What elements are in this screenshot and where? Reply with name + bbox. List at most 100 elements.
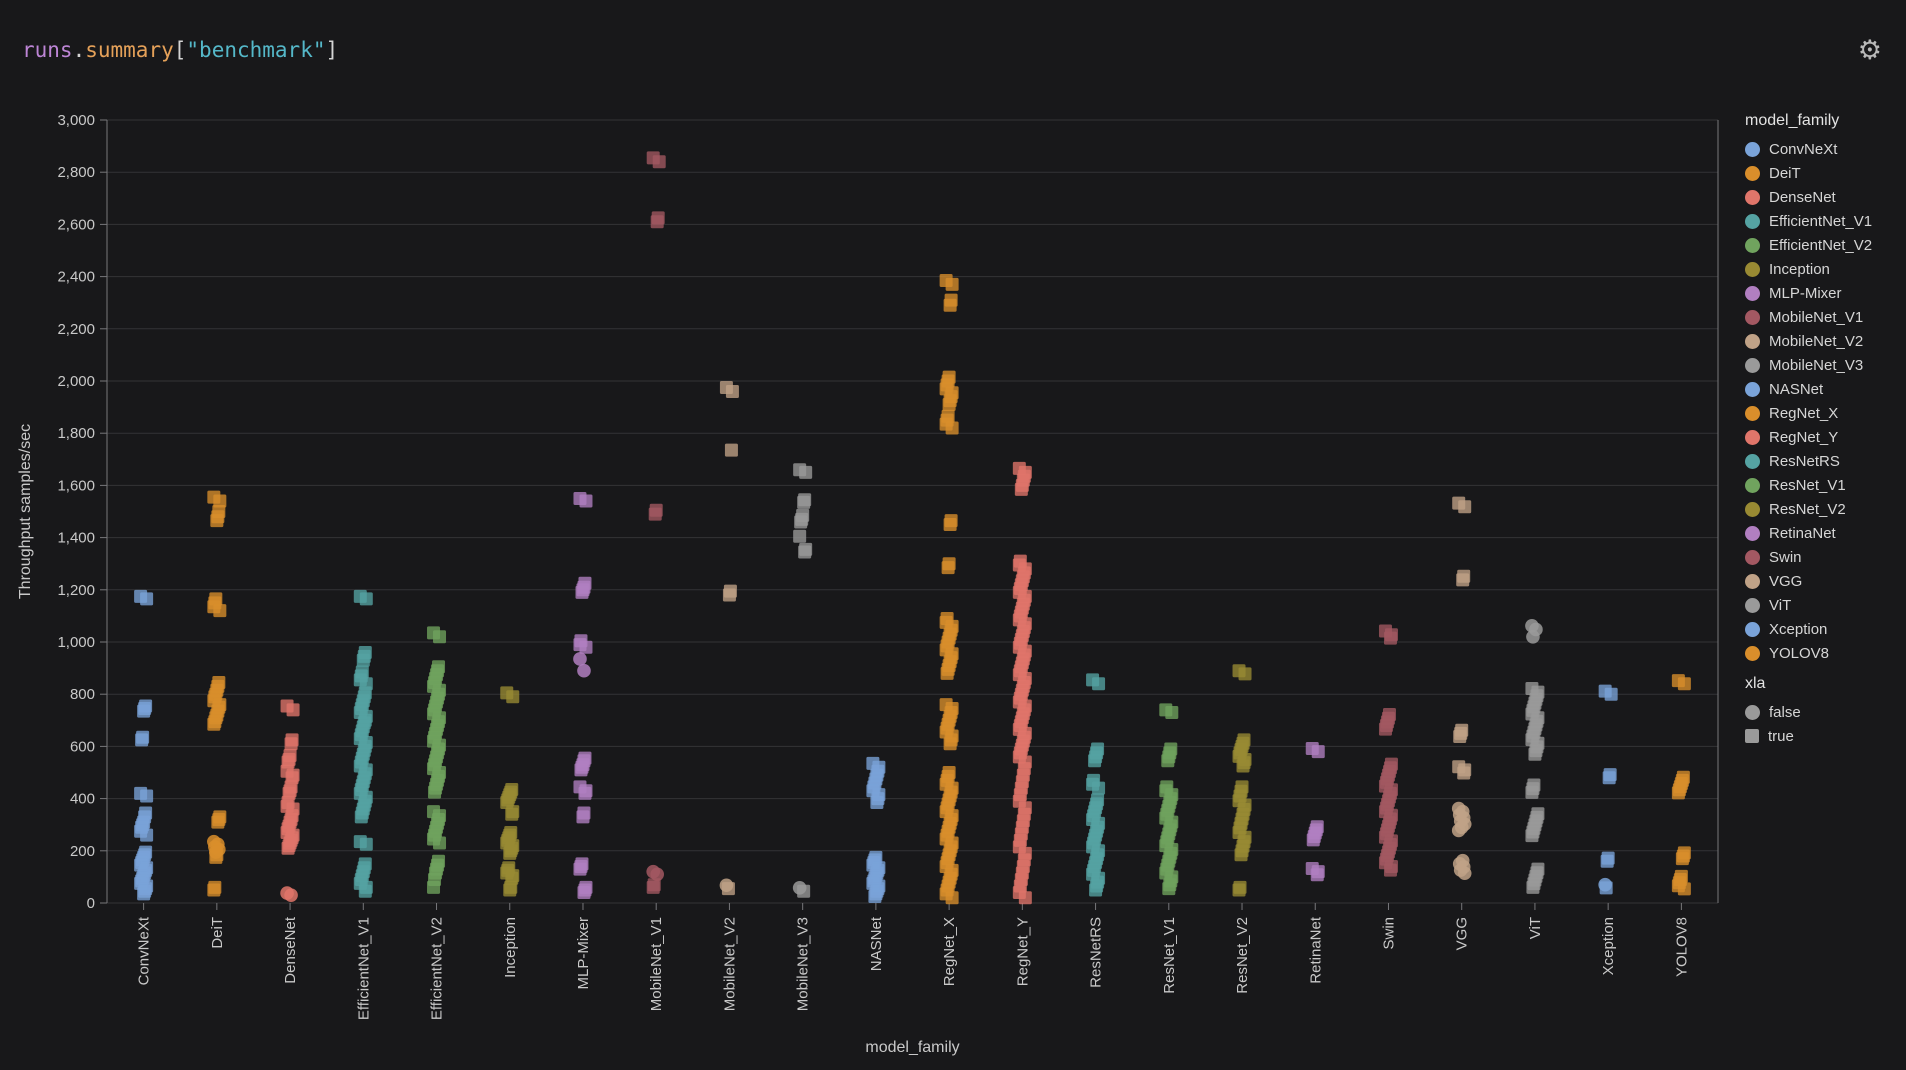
series-ResNet_V2[interactable] (1232, 664, 1252, 897)
legend-label: MobileNet_V1 (1769, 308, 1864, 326)
x-tick-label: MobileNet_V1 (648, 917, 665, 1011)
series-MobileNet_V3[interactable] (792, 463, 813, 898)
legend-item-ResNet_V1[interactable]: ResNet_V1 (1745, 473, 1905, 497)
legend-swatch-icon (1745, 573, 1760, 589)
data-point-square (798, 545, 812, 559)
legend-item-DeiT[interactable]: DeiT (1745, 161, 1905, 185)
panel-settings-button[interactable]: ⚙ (1852, 35, 1888, 66)
data-point-circle (577, 663, 591, 678)
legend-item-NASNet[interactable]: NASNet (1745, 377, 1905, 401)
legend-item-ResNetRS[interactable]: ResNetRS (1745, 449, 1905, 473)
series-ResNetRS[interactable] (1086, 673, 1106, 897)
data-point-square (1383, 863, 1397, 877)
x-tick-label: ConvNeXt (136, 916, 153, 985)
series-ResNet_V1[interactable] (1159, 703, 1179, 896)
panel-header: runs.summary["benchmark"] ⚙ (22, 30, 1888, 70)
legend-label: Swin (1769, 548, 1802, 566)
series-ConvNeXt[interactable] (134, 589, 154, 901)
legend-item-RetinaNet[interactable]: RetinaNet (1745, 521, 1905, 545)
x-tick-label: Xception (1600, 917, 1617, 975)
legend-swatch-icon (1745, 429, 1760, 445)
legend-item-YOLOV8[interactable]: YOLOV8 (1745, 641, 1905, 665)
data-point-square (210, 514, 224, 528)
series-MLP-Mixer[interactable] (573, 491, 593, 900)
legend-swatch-icon (1745, 189, 1760, 205)
data-point-circle (1598, 877, 1612, 892)
legend-item-xla-true[interactable]: true (1745, 724, 1905, 748)
data-point-square (137, 887, 151, 901)
series-DeiT[interactable] (207, 490, 227, 897)
series-RetinaNet[interactable] (1305, 741, 1325, 882)
legend-item-VGG[interactable]: VGG (1745, 569, 1905, 593)
series-YOLOV8[interactable] (1671, 674, 1691, 896)
legend-swatch-icon (1745, 549, 1760, 565)
legend-header-xla: xla (1745, 675, 1766, 692)
legend-swatch-icon (1745, 213, 1760, 229)
legend-item-Swin[interactable]: Swin (1745, 545, 1905, 569)
title-token: runs (22, 38, 73, 62)
data-point-circle (284, 888, 298, 902)
legend-item-MobileNet_V3[interactable]: MobileNet_V3 (1745, 353, 1905, 377)
data-point-square (505, 807, 519, 821)
legend-label: ResNetRS (1769, 452, 1840, 470)
data-point-square (576, 810, 590, 824)
data-point-square (503, 883, 517, 897)
legend-item-MLP-Mixer[interactable]: MLP-Mixer (1745, 281, 1905, 305)
legend-item-xla-false[interactable]: false (1745, 700, 1905, 724)
series-RegNet_X[interactable] (939, 274, 959, 905)
series-MobileNet_V1[interactable] (646, 151, 666, 894)
series-NASNet[interactable] (866, 756, 886, 903)
data-point-square (286, 703, 300, 717)
data-point-square (140, 592, 154, 606)
series-VGG[interactable] (1451, 496, 1472, 881)
data-point-square (503, 846, 517, 860)
legend-item-MobileNet_V2[interactable]: MobileNet_V2 (1745, 329, 1905, 353)
series-RegNet_Y[interactable] (1012, 461, 1032, 905)
legend-item-EfficientNet_V1[interactable]: EfficientNet_V1 (1745, 209, 1905, 233)
legend-swatch-icon (1745, 525, 1760, 541)
x-tick-label: EfficientNet_V1 (355, 917, 372, 1020)
legend-item-ViT[interactable]: ViT (1745, 593, 1905, 617)
legend-swatch-icon (1745, 333, 1760, 349)
series-Xception[interactable] (1598, 684, 1618, 895)
series-Swin[interactable] (1378, 624, 1398, 877)
data-point-square (1092, 781, 1106, 795)
data-point-square (135, 733, 149, 747)
series-MobileNet_V2[interactable] (719, 381, 739, 896)
data-point-square (868, 889, 882, 903)
series-EfficientNet_V2[interactable] (427, 626, 447, 894)
legend-item-RegNet_Y[interactable]: RegNet_Y (1745, 425, 1905, 449)
data-point-square (1457, 766, 1471, 780)
x-tick-label: ResNet_V1 (1161, 917, 1178, 994)
legend-item-ResNet_V2[interactable]: ResNet_V2 (1745, 497, 1905, 521)
data-point-square (1671, 786, 1685, 800)
legend-swatch-icon (1745, 597, 1760, 613)
legend-swatch-icon (1745, 261, 1760, 277)
data-point-square (1677, 882, 1691, 896)
data-point-square (940, 666, 954, 680)
legend-item-ConvNeXt[interactable]: ConvNeXt (1745, 137, 1905, 161)
series-Inception[interactable] (500, 686, 520, 897)
x-tick-label: MLP-Mixer (575, 917, 592, 990)
legend-item-Inception[interactable]: Inception (1745, 257, 1905, 281)
legend-item-DenseNet[interactable]: DenseNet (1745, 185, 1905, 209)
square-marker-icon (1745, 729, 1759, 743)
data-point-square (428, 785, 442, 799)
data-point-square (207, 883, 221, 897)
series-EfficientNet_V1[interactable] (353, 589, 373, 898)
data-point-square (1238, 667, 1252, 681)
legend-item-EfficientNet_V2[interactable]: EfficientNet_V2 (1745, 233, 1905, 257)
legend-label: ResNet_V2 (1769, 500, 1846, 518)
legend-item-Xception[interactable]: Xception (1745, 617, 1905, 641)
series-DenseNet[interactable] (280, 699, 300, 902)
x-tick-label: ResNetRS (1088, 917, 1105, 988)
data-point-square (207, 717, 221, 731)
series-ViT[interactable] (1525, 619, 1545, 894)
legend-item-MobileNet_V1[interactable]: MobileNet_V1 (1745, 305, 1905, 329)
legend-item-RegNet_X[interactable]: RegNet_X (1745, 401, 1905, 425)
data-point-square (1456, 573, 1470, 587)
x-tick-label: YOLOV8 (1673, 917, 1690, 977)
y-tick-label: 0 (87, 895, 95, 912)
data-point-square (211, 815, 225, 829)
